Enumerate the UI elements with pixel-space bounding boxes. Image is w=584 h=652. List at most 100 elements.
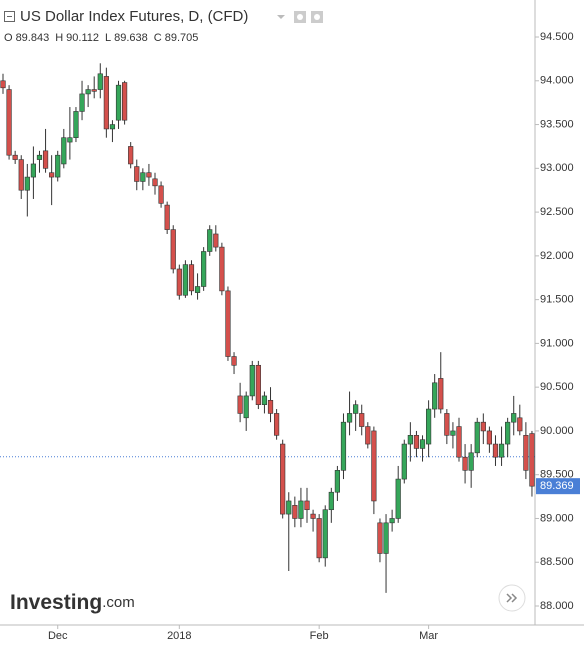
y-tick-label: 92.000 — [540, 250, 574, 262]
candle-body — [0, 80, 6, 89]
y-tick-label: 93.500 — [540, 118, 574, 130]
candle-body — [419, 439, 426, 449]
candle-body — [36, 154, 43, 160]
candle-body — [273, 413, 280, 436]
settings-icon-dot — [314, 14, 320, 20]
candle-body — [480, 421, 486, 432]
candle-body — [134, 166, 140, 182]
candle-body — [316, 518, 322, 559]
readout-value: 90.112 — [66, 32, 99, 44]
candle-body — [353, 404, 359, 414]
candle-body — [407, 435, 413, 445]
scroll-icon — [506, 593, 518, 603]
candle-body — [61, 137, 67, 165]
y-tick-label: 91.000 — [540, 337, 574, 349]
candle-body — [371, 430, 377, 502]
price-tag-label: 89.369 — [540, 480, 574, 492]
candle-body — [334, 470, 341, 493]
candle-body — [49, 172, 55, 178]
candle-body — [109, 124, 116, 130]
candle-body — [79, 93, 85, 112]
candle-body — [128, 146, 134, 165]
candle-body — [225, 290, 231, 357]
candle-body — [529, 433, 535, 487]
y-tick-label: 88.500 — [540, 556, 574, 568]
candle-body — [91, 89, 97, 92]
y-tick-label: 94.500 — [540, 31, 574, 43]
eye-icon-dot — [297, 14, 303, 20]
candle-body — [6, 89, 12, 156]
candle-body — [523, 435, 529, 471]
candle-body — [328, 491, 334, 511]
candle-body — [73, 111, 79, 138]
readout-label: L — [105, 32, 111, 44]
candle-body — [492, 443, 499, 458]
candle-body — [425, 408, 432, 445]
candle-body — [85, 89, 91, 95]
candle-body — [401, 443, 407, 480]
candle-body — [24, 176, 30, 191]
candle-body — [152, 178, 158, 187]
candle-body — [67, 137, 73, 143]
candle-body — [413, 435, 420, 449]
candle-body — [359, 413, 365, 427]
readout-value: 89.705 — [165, 32, 199, 44]
candle-body — [346, 413, 353, 423]
candle-body — [292, 505, 298, 519]
candle-body — [505, 421, 511, 445]
candle-body — [97, 73, 103, 90]
candle-body — [267, 399, 274, 414]
candle-body — [42, 150, 49, 169]
candle-body — [55, 154, 61, 178]
title-icons — [277, 11, 323, 23]
candle-body — [213, 233, 219, 248]
x-tick-label: Dec — [48, 630, 68, 642]
candle-body — [340, 421, 347, 471]
candle-body — [432, 382, 438, 410]
readout-label: H — [55, 32, 63, 44]
candle-body — [201, 251, 207, 287]
candle-body — [450, 430, 456, 436]
x-tick-label: Feb — [310, 630, 329, 642]
candle-body — [237, 395, 243, 414]
y-tick-label: 89.000 — [540, 512, 574, 524]
readout-label: C — [154, 32, 162, 44]
candle-body — [462, 456, 468, 471]
price-tag — [536, 478, 580, 495]
dropdown-icon[interactable] — [277, 15, 285, 19]
readout-value: 89.843 — [16, 32, 50, 44]
candle-body — [456, 426, 462, 458]
candle-body — [286, 500, 292, 515]
candle-body — [304, 500, 310, 511]
candle-body — [18, 159, 24, 191]
candle-body — [298, 500, 304, 519]
watermark-suffix: .com — [102, 594, 135, 611]
candle-body — [310, 513, 316, 519]
readout-value: 89.638 — [114, 32, 148, 44]
candle-body — [468, 452, 474, 471]
readout-label: O — [4, 32, 13, 44]
candle-body — [140, 172, 146, 182]
y-tick-label: 88.000 — [540, 600, 574, 612]
x-tick-label: Mar — [419, 630, 438, 642]
y-tick-label: 94.000 — [540, 75, 574, 87]
candle-body — [30, 163, 37, 178]
candle-body — [444, 413, 450, 436]
candle-body — [231, 356, 237, 366]
candle-body — [474, 421, 480, 454]
candle-body — [12, 154, 18, 160]
candle-body — [170, 229, 176, 270]
candle-body — [383, 522, 389, 554]
candle-body — [182, 264, 189, 296]
watermark: Investing.com — [10, 591, 135, 614]
candle-body — [164, 204, 170, 230]
candle-body — [280, 443, 286, 515]
collapse-icon[interactable] — [4, 11, 15, 22]
candle-body — [322, 509, 328, 559]
candle-body — [438, 378, 444, 410]
candle-body — [389, 518, 395, 524]
candle-body — [158, 185, 164, 204]
candle-body — [146, 172, 152, 178]
candle-body — [261, 395, 268, 405]
